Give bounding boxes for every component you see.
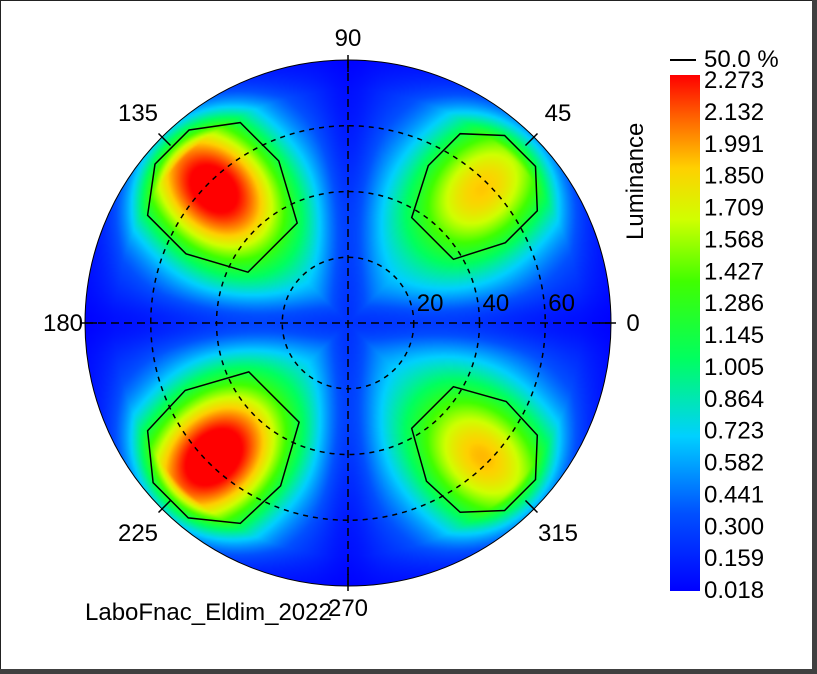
azimuth-tick	[157, 132, 172, 147]
azimuth-label: 180	[43, 310, 83, 337]
colorbar-tick-label: 1.145	[704, 322, 764, 349]
contour-lines	[146, 121, 539, 525]
azimuth-label: 270	[328, 595, 368, 622]
frame-shadow-bottom	[0, 669, 817, 674]
colorbar-tick-label: 1.850	[704, 163, 764, 190]
colorbar-title: Luminance	[622, 123, 649, 240]
contour-line-0	[146, 121, 299, 274]
contour-legend-label: 50.0 %	[704, 46, 779, 73]
azimuth-label: 225	[118, 520, 158, 547]
azimuth-label: 315	[538, 520, 578, 547]
azimuth-label: 135	[118, 100, 158, 127]
colorbar-tick-label: 1.427	[704, 258, 764, 285]
polar-labels: 0 45 90 135 180 225 270 315 20 40 60	[43, 25, 640, 622]
radial-label: 20	[417, 290, 444, 317]
colorbar-tick-label: 2.132	[704, 99, 764, 126]
colorbar-tick-label: 1.991	[704, 131, 764, 158]
colorbar-tick-label: 0.864	[704, 386, 764, 413]
azimuth-tick	[524, 499, 539, 514]
contour-line-1	[146, 371, 300, 525]
azimuth-label: 45	[545, 100, 572, 127]
polar-grid	[85, 60, 611, 586]
radial-label: 40	[483, 290, 510, 317]
caption: LaboFnac_Eldim_2022	[85, 599, 332, 626]
colorbar-tick-label: 0.582	[704, 450, 764, 477]
colorbar-tick-label: 0.441	[704, 481, 764, 508]
colorbar-tick-label: 1.568	[704, 226, 764, 253]
azimuth-label: 0	[626, 310, 639, 337]
colorbar-ticks: 2.273 2.132 1.991 1.850 1.709 1.568 1.427 1.286…	[704, 67, 764, 604]
frame-shadow-right	[812, 0, 817, 674]
azimuth-label: 90	[335, 25, 362, 52]
contour-line-2	[410, 132, 539, 261]
colorbar-tick-label: 1.005	[704, 354, 764, 381]
radial-label: 60	[548, 290, 575, 317]
colorbar-tick-label: 0.300	[704, 513, 764, 540]
colorbar-tick-label: 2.273	[704, 67, 764, 94]
azimuth-ticks	[80, 55, 616, 591]
azimuth-tick	[524, 132, 539, 147]
colorbar-tick-label: 0.723	[704, 418, 764, 445]
colorbar-tick-label: 1.286	[704, 290, 764, 317]
colorbar-tick-label: 0.159	[704, 545, 764, 572]
colorbar-tick-label: 1.709	[704, 195, 764, 222]
azimuth-tick	[157, 499, 172, 514]
colorbar-tick-label: 0.018	[704, 577, 764, 604]
contour-line-3	[410, 385, 539, 514]
colorbar	[670, 75, 700, 591]
